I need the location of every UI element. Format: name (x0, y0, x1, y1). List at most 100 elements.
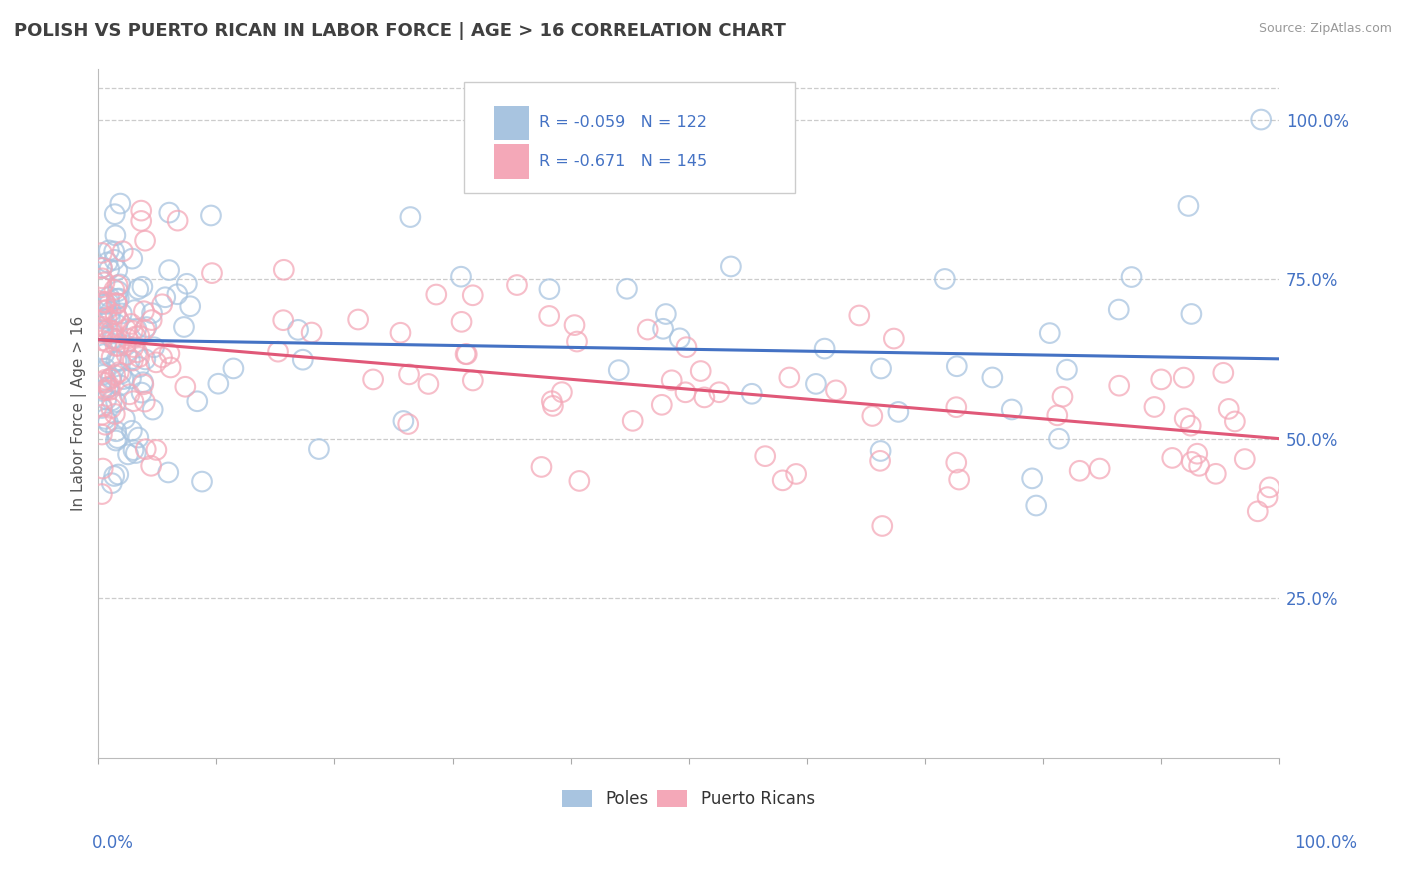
Point (551, 385, 574, 400)
Point (1039, 326, 1062, 340)
Point (1250, 112, 1272, 127)
Text: POLISH VS PUERTO RICAN IN LABOR FORCE | AGE > 16 CORRELATION CHART: POLISH VS PUERTO RICAN IN LABOR FORCE | … (14, 22, 786, 40)
Point (361, 372, 384, 386)
Point (1046, 409, 1069, 423)
Point (101, 326, 124, 341)
Point (945, 400, 967, 414)
Point (179, 299, 201, 313)
Point (145, 442, 167, 457)
Point (1188, 458, 1211, 473)
Point (540, 394, 562, 409)
Point (157, 466, 180, 480)
Point (100, 401, 122, 415)
Point (150, 351, 173, 365)
Point (117, 447, 139, 461)
Point (127, 431, 149, 445)
Point (1212, 366, 1234, 380)
Point (308, 442, 330, 456)
Point (720, 260, 742, 274)
Point (174, 380, 197, 394)
Point (128, 328, 150, 343)
Point (90, 401, 112, 415)
Point (946, 359, 969, 374)
Point (506, 278, 529, 293)
Point (945, 456, 967, 470)
Text: 0.0%: 0.0% (91, 834, 134, 852)
Point (157, 263, 180, 277)
Point (173, 320, 195, 334)
Point (134, 394, 156, 409)
Point (111, 244, 134, 259)
Point (461, 288, 484, 302)
Point (94, 376, 117, 390)
Point (301, 326, 323, 340)
Point (887, 405, 910, 419)
Point (115, 322, 138, 336)
FancyBboxPatch shape (464, 82, 794, 193)
Point (98, 262, 121, 277)
Point (132, 377, 155, 392)
Point (107, 467, 129, 482)
Point (94, 412, 117, 426)
Point (1108, 302, 1130, 317)
Point (142, 402, 165, 417)
Point (287, 323, 309, 337)
Point (157, 205, 180, 219)
Point (186, 394, 208, 409)
Point (860, 409, 883, 423)
Point (108, 365, 131, 379)
Point (709, 385, 731, 400)
Point (1025, 499, 1047, 513)
Point (114, 339, 136, 353)
Point (450, 269, 472, 284)
Point (1161, 450, 1184, 465)
Point (104, 407, 127, 421)
Text: R = -0.671   N = 145: R = -0.671 N = 145 (538, 154, 707, 169)
Point (389, 326, 412, 340)
Point (565, 334, 588, 349)
Point (1247, 504, 1270, 518)
Point (883, 332, 905, 346)
Point (93, 276, 115, 290)
Point (637, 322, 659, 336)
Point (90, 364, 112, 378)
Point (141, 306, 163, 320)
Point (1056, 362, 1078, 376)
Point (870, 361, 893, 376)
Point (97, 302, 120, 317)
Point (93, 347, 115, 361)
Point (104, 307, 127, 321)
Point (105, 318, 128, 332)
Point (90, 384, 112, 398)
Point (90, 400, 112, 414)
Point (105, 353, 128, 368)
Point (90, 260, 112, 275)
Point (105, 334, 128, 348)
Point (564, 318, 586, 332)
Point (141, 313, 163, 327)
Point (90, 271, 112, 285)
Point (125, 329, 148, 343)
Point (1121, 270, 1143, 285)
Point (347, 312, 370, 326)
Point (114, 411, 136, 425)
Point (103, 244, 125, 259)
Point (1143, 400, 1166, 414)
Point (271, 313, 294, 327)
Point (100, 324, 122, 338)
Point (94, 417, 117, 432)
Point (94, 384, 117, 398)
Point (621, 414, 644, 428)
Point (124, 303, 146, 318)
Point (128, 350, 150, 364)
Point (651, 398, 673, 412)
Point (825, 384, 848, 398)
Point (869, 444, 891, 458)
Point (91, 368, 114, 382)
Point (90, 260, 112, 275)
Point (94, 361, 117, 376)
Point (105, 296, 128, 310)
Point (108, 354, 131, 368)
Point (1258, 480, 1281, 494)
Point (98, 296, 121, 310)
